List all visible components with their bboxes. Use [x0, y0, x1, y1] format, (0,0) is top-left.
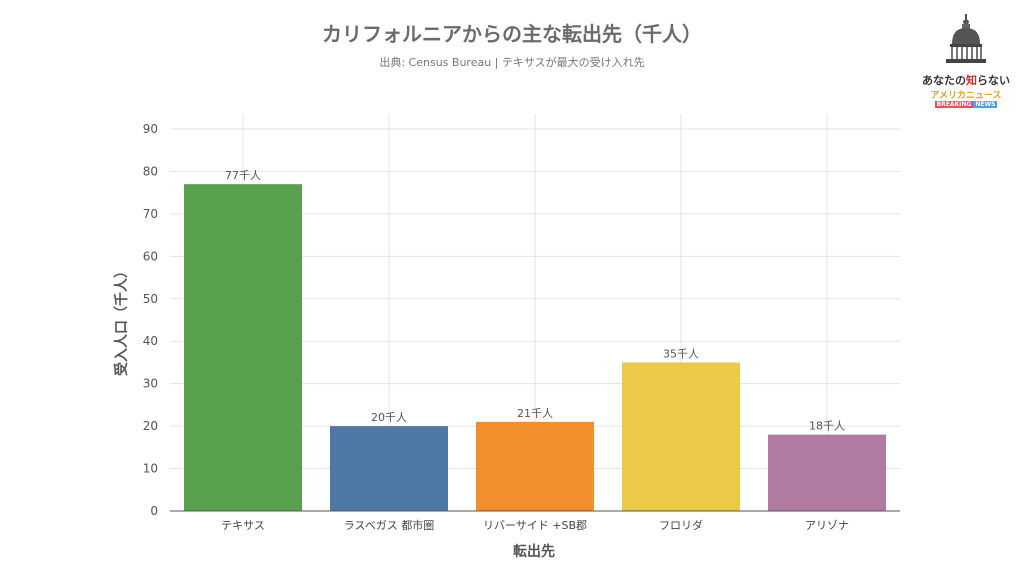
- y-tick-label: 0: [150, 504, 158, 518]
- bar-value-label: 35千人: [663, 347, 699, 360]
- y-tick-label: 60: [143, 249, 158, 263]
- y-tick-label: 70: [143, 207, 158, 221]
- bar-1: [330, 426, 448, 511]
- y-tick-label: 10: [143, 462, 158, 476]
- bar-value-label: 77千人: [225, 169, 261, 182]
- x-tick-label: フロリダ: [659, 518, 703, 532]
- x-tick-label: テキサス: [221, 519, 265, 532]
- x-axis-label: 転出先: [513, 543, 555, 560]
- y-tick-label: 80: [143, 164, 158, 178]
- bar-value-label: 20千人: [371, 411, 407, 424]
- y-axis-label: 受入人口（千人）: [113, 264, 130, 376]
- bar-value-label: 18千人: [809, 420, 845, 433]
- bar-3: [622, 362, 740, 511]
- logo-tag: BREAKING NEWS: [934, 101, 998, 108]
- news-logo: あなたの知らない アメリカニュース BREAKING NEWS: [918, 14, 1014, 108]
- logo-line1: あなたの知らない: [922, 74, 1010, 87]
- capitol-dome-icon: [946, 14, 986, 63]
- y-tick-label: 20: [143, 419, 158, 433]
- y-tick-label: 50: [143, 292, 158, 306]
- bar-0: [184, 184, 302, 511]
- x-tick-label: ラスベガス 都市圏: [344, 518, 435, 532]
- y-tick-label: 40: [143, 334, 158, 348]
- y-tick-label: 30: [143, 377, 158, 391]
- bar-2: [476, 421, 594, 511]
- y-tick-label: 90: [143, 122, 158, 136]
- logo-line2: アメリカニュース: [930, 91, 1002, 101]
- x-tick-label: アリゾナ: [805, 519, 849, 532]
- x-tick-label: リバーサイド +SB郡: [483, 519, 587, 532]
- chart-title: カリフォルニアからの主な転出先（千人）: [322, 22, 702, 46]
- chart-subtitle: 出典: Census Bureau | テキサスが最大の受け入れ先: [379, 56, 645, 69]
- bar-4: [768, 434, 886, 511]
- bar-value-label: 21千人: [517, 407, 553, 420]
